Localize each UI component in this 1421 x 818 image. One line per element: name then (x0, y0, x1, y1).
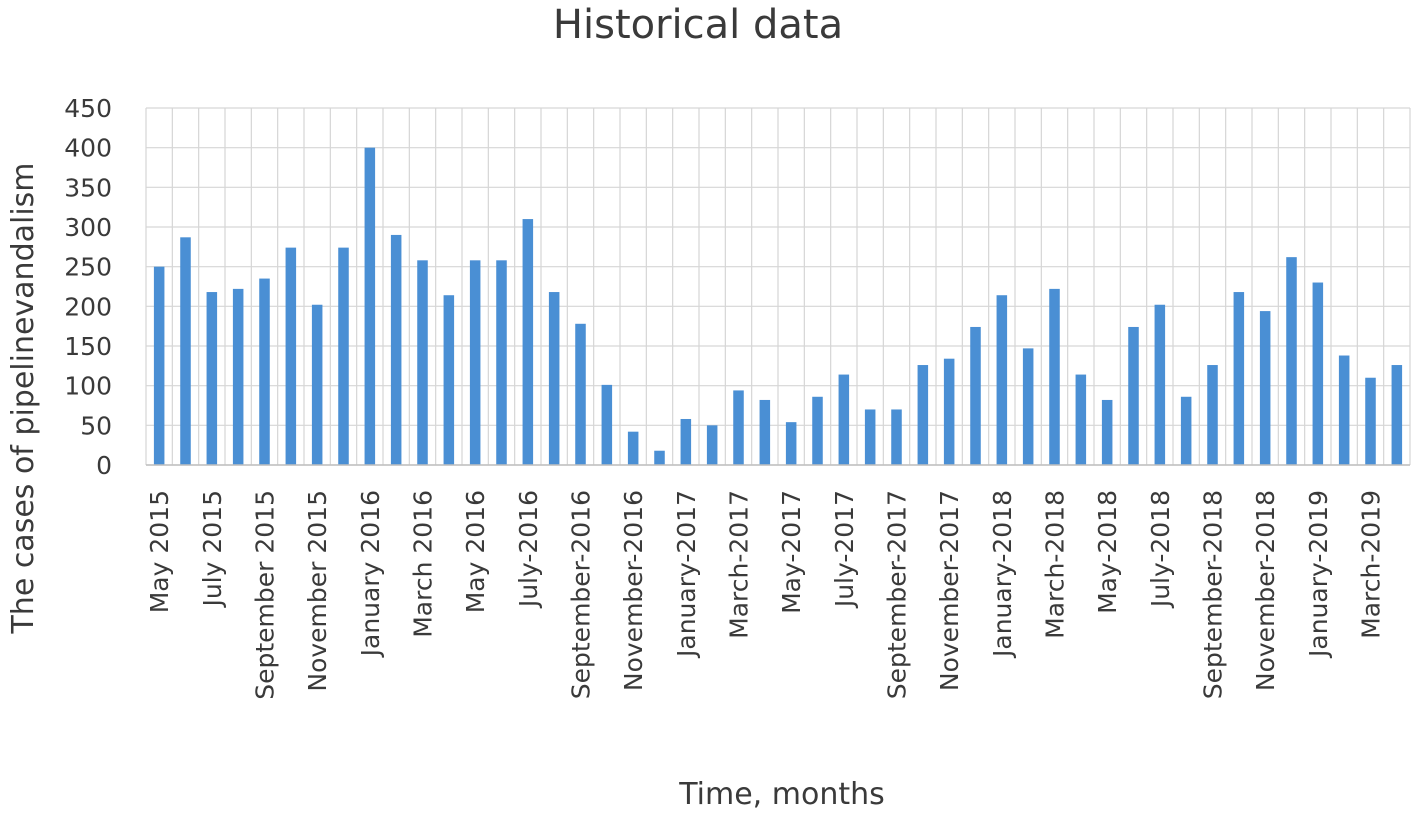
bar (285, 247, 297, 465)
bar (153, 266, 165, 465)
x-tick-labels: May 2015 July 2015 September 2015 November … (145, 490, 1385, 700)
bar (891, 409, 902, 465)
y-tick-label: 400 (64, 134, 112, 163)
bar (706, 425, 718, 465)
y-tick-label: 350 (64, 173, 112, 202)
bar (970, 326, 981, 465)
bar (1391, 365, 1403, 465)
bar (864, 409, 876, 465)
bar (1365, 377, 1376, 465)
x-tick-label: November-2016 (619, 490, 648, 691)
bar (654, 450, 665, 465)
x-tick-label: January-2018 (988, 490, 1017, 659)
x-tick-label: July-2016 (514, 490, 543, 609)
y-tick-label: 0 (96, 451, 112, 480)
bar (311, 304, 323, 465)
x-tick-label: March-2019 (1357, 490, 1386, 639)
x-tick-label: July-2018 (1146, 490, 1175, 609)
y-tick-label: 50 (80, 411, 112, 440)
x-tick-label: July-2017 (830, 490, 859, 609)
bar (548, 292, 560, 465)
x-tick-label: September-2017 (883, 490, 912, 699)
x-tick-label: November 2015 (303, 490, 332, 692)
bar (1207, 365, 1218, 465)
bar (680, 418, 692, 465)
chart-title: Historical data (553, 2, 843, 48)
y-tick-label: 100 (64, 372, 112, 401)
bar (1180, 396, 1192, 465)
bar (575, 323, 586, 465)
y-tick-label: 200 (64, 292, 112, 321)
x-tick-label: May 2015 (145, 490, 174, 613)
x-tick-label: March-2017 (725, 490, 754, 639)
x-tick-label: September-2018 (1199, 490, 1228, 699)
bar (943, 358, 955, 465)
bar (1312, 282, 1324, 465)
bar (759, 399, 771, 465)
bar (1154, 304, 1166, 465)
bar (469, 260, 481, 465)
x-tick-label: May-2018 (1093, 490, 1122, 614)
bar (917, 365, 929, 465)
bar (180, 237, 191, 465)
bar (1022, 348, 1034, 465)
bar (812, 396, 823, 465)
x-tick-label: May 2016 (461, 490, 490, 613)
bar (785, 422, 797, 465)
x-tick-label: March 2016 (409, 490, 438, 638)
x-tick-label: November-2017 (935, 490, 964, 691)
x-tick-label: November-2018 (1251, 490, 1280, 691)
bar (443, 295, 455, 465)
bar (1286, 257, 1297, 465)
y-tick-label: 250 (64, 253, 112, 282)
x-axis-label: Time, months (678, 777, 885, 812)
bar (996, 295, 1008, 465)
bar (206, 292, 218, 465)
bar (1338, 355, 1350, 465)
y-tick-label: 450 (64, 94, 112, 123)
x-tick-label: May-2017 (777, 490, 806, 614)
y-tick-labels: 0 50 100 150 200 250 300 350 400 450 (64, 94, 112, 480)
x-tick-label: January-2017 (672, 490, 701, 659)
bar (601, 384, 613, 465)
bar (1233, 292, 1245, 465)
y-axis-label: The cases of pipelinevandalism (6, 162, 41, 634)
bar (1128, 326, 1139, 465)
bar (1259, 311, 1271, 465)
y-tick-label: 300 (64, 213, 112, 242)
bars (153, 147, 1403, 465)
bar (338, 247, 349, 465)
x-tick-label: March-2018 (1041, 490, 1070, 639)
x-tick-label: July 2015 (198, 490, 227, 609)
x-tick-label: September 2015 (251, 490, 280, 700)
x-tick-label: January 2016 (356, 490, 385, 658)
bar (1075, 374, 1087, 465)
bar (733, 390, 744, 465)
bar (417, 260, 428, 465)
bar (522, 219, 534, 465)
bar (496, 260, 507, 465)
gridlines (145, 107, 1411, 466)
x-tick-label: January-2019 (1304, 490, 1333, 659)
bar (259, 278, 270, 465)
bar (232, 288, 244, 465)
bar (1101, 399, 1113, 465)
bar (364, 147, 376, 465)
x-tick-label: September-2016 (567, 490, 596, 699)
bar (1049, 288, 1060, 465)
y-tick-label: 150 (64, 332, 112, 361)
bar (627, 431, 639, 465)
bar (390, 234, 402, 465)
bar (838, 374, 850, 465)
